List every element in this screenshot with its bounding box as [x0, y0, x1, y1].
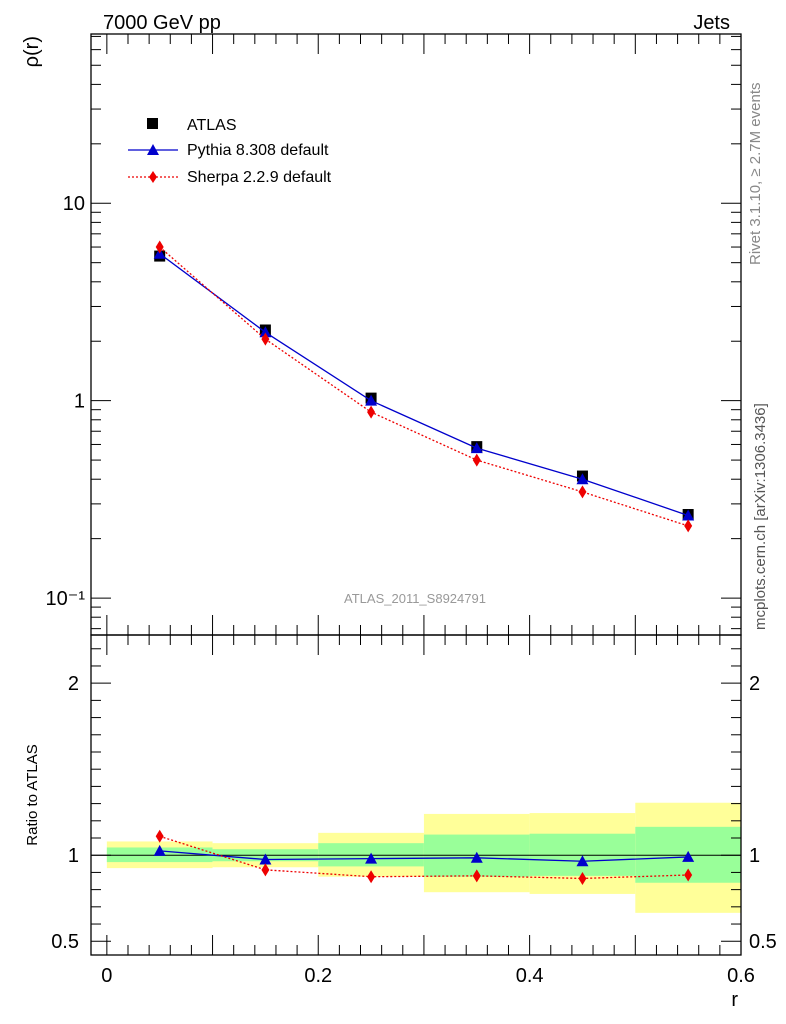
ratio-point-sherpa-2-2-9-default	[684, 868, 693, 882]
legend-label-atlas: ATLAS	[187, 117, 237, 134]
ratio-point-sherpa-2-2-9-default	[367, 870, 376, 884]
axes-layer: 0 0.2 0.4 0.6 10⁻¹ 1 10 0.5 0.5 1 1 2 2	[46, 33, 777, 987]
legend-label-sherpa: Sherpa 2.2.9 default	[187, 169, 332, 186]
ratio-plot-frame	[90, 634, 742, 956]
ratio-point-sherpa-2-2-9-default	[578, 871, 587, 885]
ratio-point-pythia-8-308-default	[470, 851, 483, 863]
main-point-pythia-8-308-default	[470, 442, 483, 454]
main-point-pythia-8-308-default	[259, 326, 272, 338]
main-point-sherpa-2-2-9-default	[684, 519, 693, 533]
main-ylabel: ρ(r)	[21, 36, 43, 67]
legend-marker-pythia	[147, 144, 159, 155]
main-series-line-sherpa-2-2-9-default	[159, 246, 689, 527]
ratio-y-tick-label-left: 2	[68, 673, 79, 695]
source-label: mcplots.cern.ch [arXiv:1306.3436]	[752, 403, 769, 630]
header-right: Jets	[693, 12, 730, 34]
ratio-y-tick-label-right: 1	[749, 845, 760, 867]
main-point-sherpa-2-2-9-default	[155, 240, 164, 254]
x-tick-label: 0	[101, 965, 112, 987]
ratio-point-sherpa-2-2-9-default	[261, 863, 270, 877]
x-tick-label: 0.2	[304, 965, 332, 987]
legend-marker-atlas	[147, 118, 158, 129]
main-y-tick-label: 1	[74, 391, 85, 413]
rivet-label: Rivet 3.1.10, ≥ 2.7M events	[747, 83, 764, 266]
main-point-pythia-8-308-default	[682, 509, 695, 521]
ratio-point-sherpa-2-2-9-default	[155, 829, 164, 843]
ratio-y-tick-label-left: 0.5	[51, 931, 79, 953]
ratio-y-tick-label-left: 1	[68, 845, 79, 867]
ratio-point-sherpa-2-2-9-default	[472, 869, 481, 883]
legend-label-pythia: Pythia 8.308 default	[187, 142, 329, 159]
main-point-pythia-8-308-default	[365, 394, 378, 406]
ratio-point-pythia-8-308-default	[153, 844, 166, 856]
ratio-point-pythia-8-308-default	[576, 855, 589, 867]
main-y-tick-label: 10	[63, 193, 85, 215]
main-point-sherpa-2-2-9-default	[578, 485, 587, 499]
main-point-sherpa-2-2-9-default	[367, 405, 376, 419]
legend: ATLAS Pythia 8.308 default Sherpa 2.2.9 …	[128, 117, 332, 186]
main-point-sherpa-2-2-9-default	[472, 453, 481, 467]
x-tick-label: 0.6	[727, 965, 755, 987]
ratio-series-line-pythia-8-308-default	[159, 850, 689, 862]
x-axis-label: r	[731, 989, 738, 1011]
main-point-pythia-8-308-default	[576, 473, 589, 485]
series-layer	[153, 240, 695, 885]
ratio-point-pythia-8-308-default	[682, 850, 695, 862]
main-point-sherpa-2-2-9-default	[261, 332, 270, 346]
ratio-point-pythia-8-308-default	[365, 852, 378, 864]
ratio-point-pythia-8-308-default	[259, 853, 272, 865]
x-tick-label: 0.4	[516, 965, 544, 987]
analysis-watermark: ATLAS_2011_S8924791	[344, 591, 486, 606]
header-left: 7000 GeV pp	[103, 12, 221, 34]
ratio-series-line-sherpa-2-2-9-default	[159, 835, 689, 880]
legend-marker-sherpa	[149, 171, 157, 183]
ratio-ylabel: Ratio to ATLAS	[24, 744, 41, 845]
ratio-y-tick-label-right: 0.5	[749, 931, 777, 953]
ratio-y-tick-label-right: 2	[749, 673, 760, 695]
main-series-line-pythia-8-308-default	[159, 253, 689, 517]
main-y-tick-label: 10⁻¹	[46, 588, 86, 610]
